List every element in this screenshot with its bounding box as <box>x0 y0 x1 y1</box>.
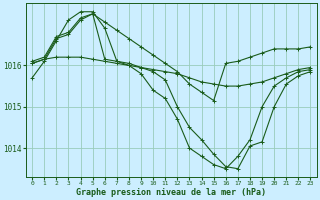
X-axis label: Graphe pression niveau de la mer (hPa): Graphe pression niveau de la mer (hPa) <box>76 188 266 197</box>
